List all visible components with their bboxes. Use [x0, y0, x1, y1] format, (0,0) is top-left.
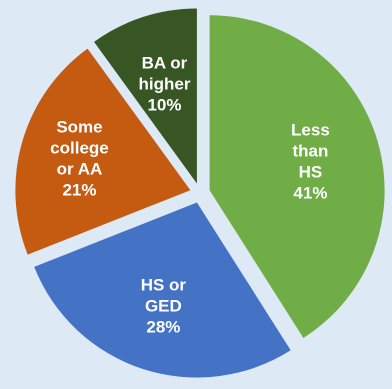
- slice-name-label: college: [50, 138, 109, 157]
- slice-value-label: 28%: [146, 318, 180, 337]
- slice-name-label: GED: [145, 297, 182, 316]
- slice-name-label: Some: [56, 117, 102, 136]
- slice-value-label: 21%: [62, 180, 96, 199]
- slice-label: HS or GED 28%: [141, 276, 187, 337]
- slice-name-label: BA or: [142, 54, 188, 73]
- slice-name-label: than: [292, 141, 328, 160]
- slice-name-label: HS: [299, 162, 323, 181]
- slice-value-label: 10%: [147, 96, 181, 115]
- slice-name-label: HS or: [141, 276, 187, 295]
- slice-name-label: Less: [291, 120, 330, 139]
- slice-name-label: or AA: [57, 159, 103, 178]
- slice-value-label: 41%: [293, 183, 327, 202]
- slice-name-label: higher: [138, 75, 190, 94]
